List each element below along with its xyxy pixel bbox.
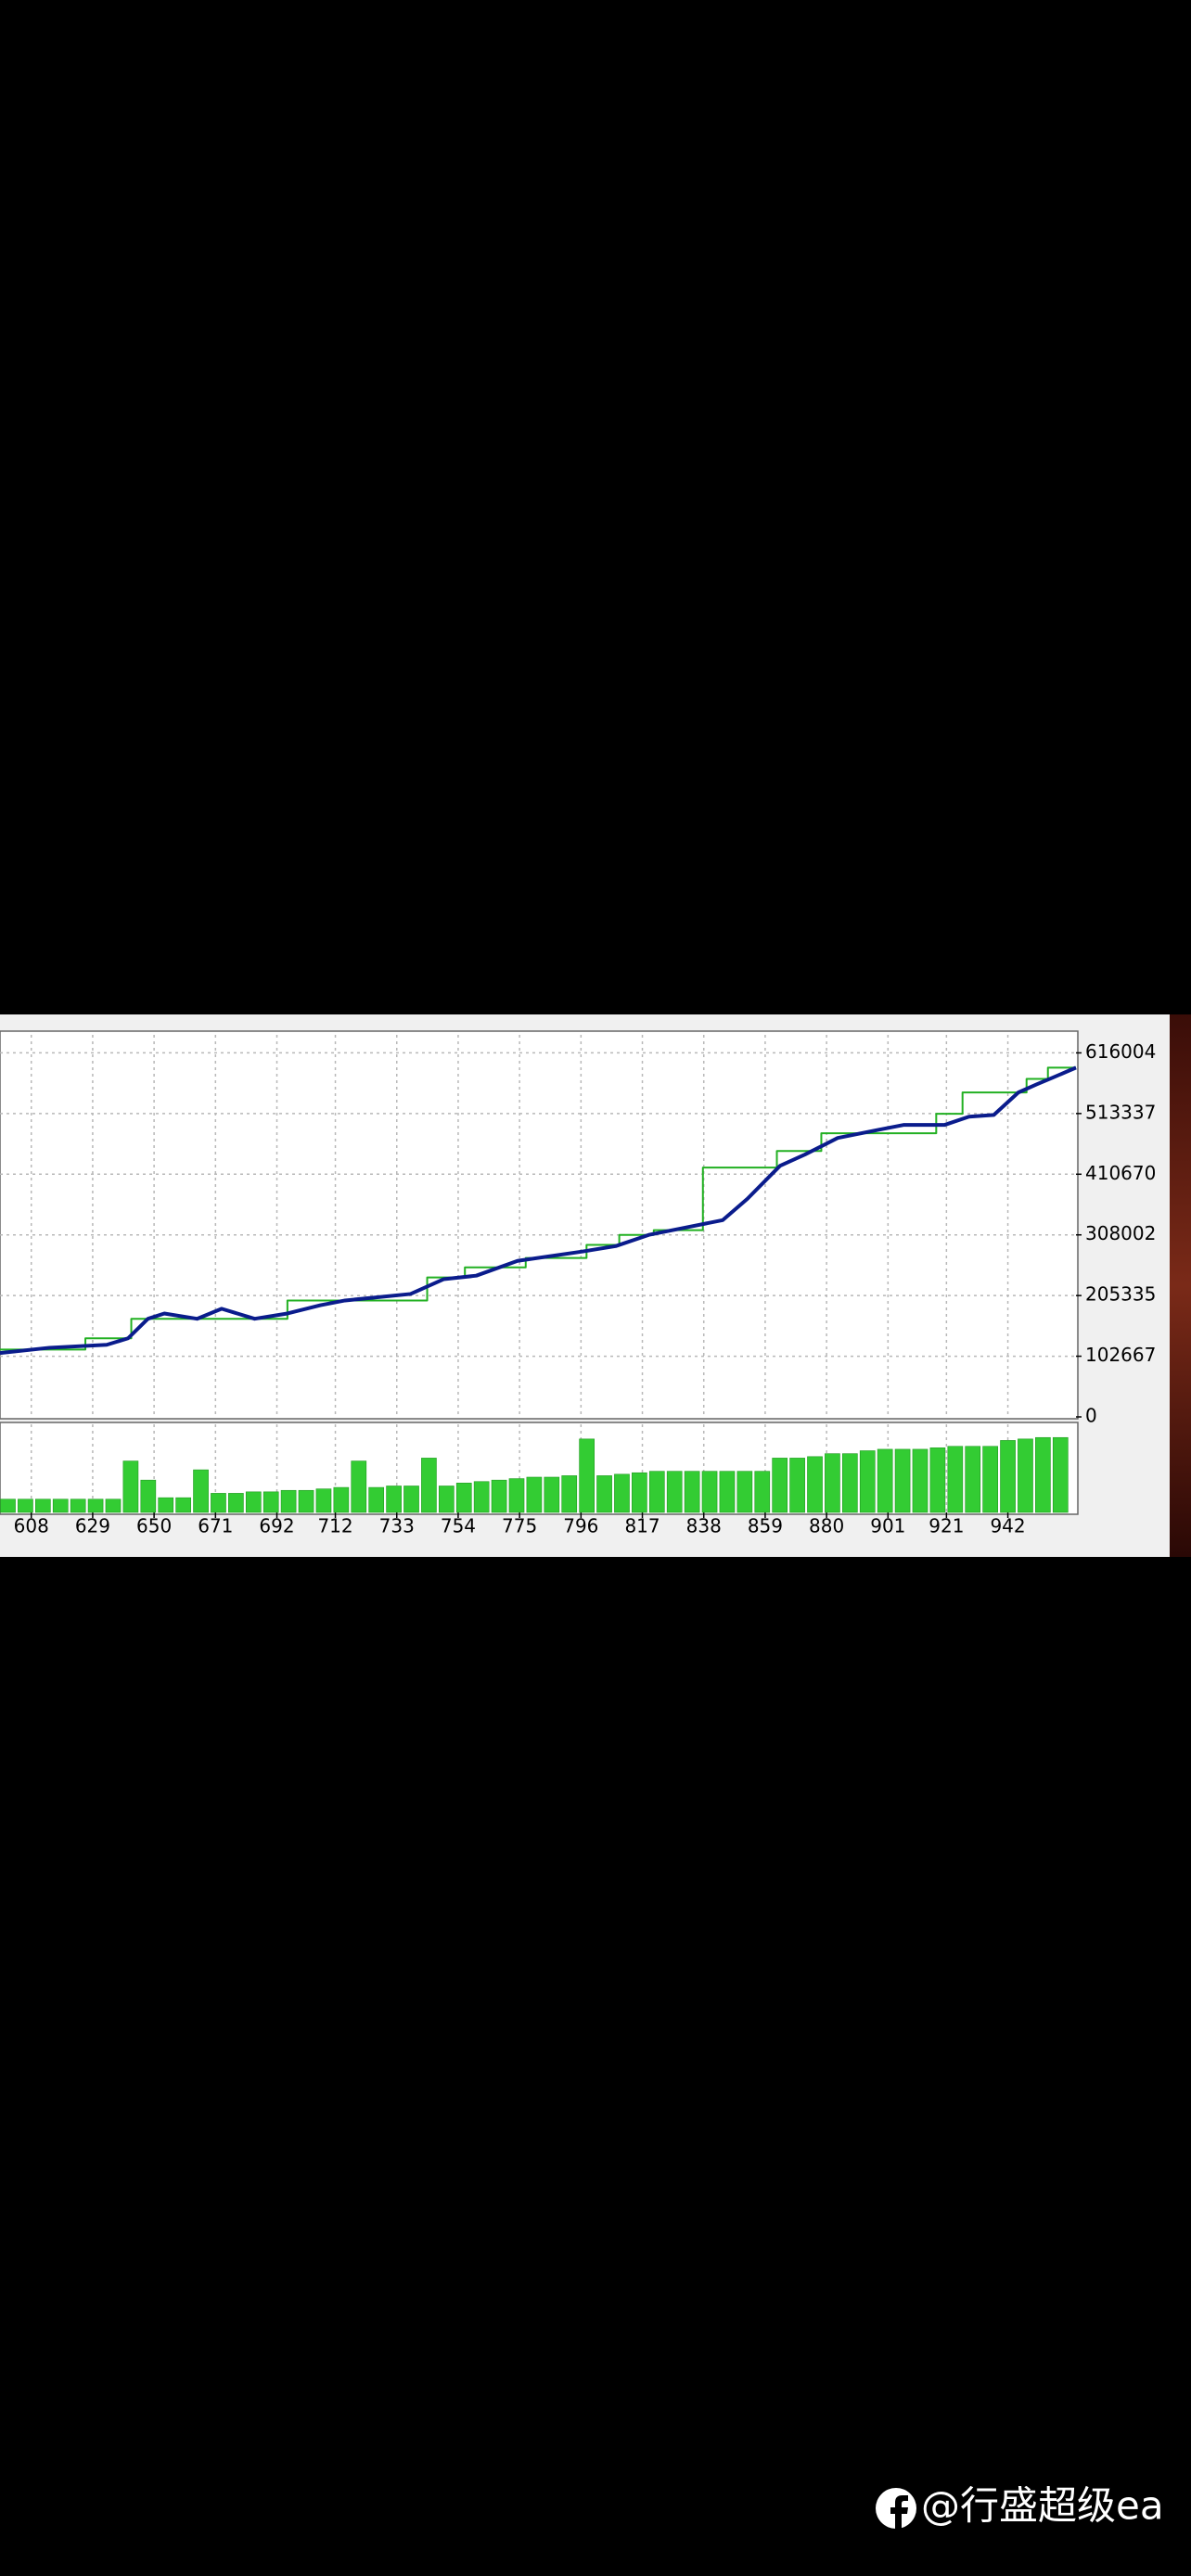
watermark: @行盛超级ea xyxy=(921,2483,1164,2529)
volume-bar xyxy=(632,1472,647,1513)
volume-bar xyxy=(544,1476,560,1513)
volume-bar xyxy=(648,1471,665,1513)
x-tick-label: 775 xyxy=(502,1515,537,1537)
equity-line xyxy=(0,1066,1076,1351)
watermark-icon xyxy=(876,2488,916,2529)
volume-bar xyxy=(245,1491,262,1513)
volume-bar xyxy=(18,1498,33,1513)
volume-bar xyxy=(825,1453,840,1513)
x-tick-label: 692 xyxy=(259,1515,294,1537)
volume-bar xyxy=(894,1448,911,1513)
main-panel xyxy=(0,1030,1079,1420)
volume-bar xyxy=(508,1478,525,1513)
y-tick-label: 205335 xyxy=(1085,1283,1156,1306)
volume-bar xyxy=(596,1475,612,1513)
volume-bar xyxy=(491,1479,507,1513)
volume-bar xyxy=(772,1458,788,1513)
y-tick-label: 0 xyxy=(1085,1405,1097,1427)
x-tick-label: 671 xyxy=(198,1515,233,1537)
volume-bar xyxy=(175,1497,191,1513)
volume-bar xyxy=(912,1448,928,1513)
volume-bar xyxy=(386,1486,402,1513)
x-tick-label: 880 xyxy=(809,1515,844,1537)
x-tick-label: 754 xyxy=(441,1515,476,1537)
volume-bar xyxy=(280,1489,297,1513)
volume-bar xyxy=(982,1446,998,1513)
y-tick-label: 308002 xyxy=(1085,1222,1156,1244)
volume-bar xyxy=(561,1475,578,1513)
volume-bar xyxy=(929,1447,946,1513)
volume-bar xyxy=(877,1448,893,1513)
volume-bar xyxy=(754,1471,771,1513)
volume-bar xyxy=(228,1493,244,1513)
x-tick-label: 608 xyxy=(14,1515,49,1537)
x-tick-label: 901 xyxy=(870,1515,905,1537)
volume-bar xyxy=(719,1471,736,1513)
y-tick-label: 513337 xyxy=(1085,1101,1156,1123)
volume-bar xyxy=(438,1486,455,1513)
volume-bar xyxy=(34,1498,51,1513)
volume-bar xyxy=(614,1473,630,1513)
volume-bar xyxy=(211,1493,226,1513)
y-tick-label: 410670 xyxy=(1085,1162,1156,1184)
volume-bar xyxy=(333,1486,350,1513)
volume-bar xyxy=(368,1486,385,1513)
volume-bar xyxy=(263,1491,279,1513)
volume-bar xyxy=(122,1460,139,1513)
x-tick-label: 796 xyxy=(563,1515,598,1537)
volume-bar xyxy=(947,1446,964,1513)
y-tick-label: 616004 xyxy=(1085,1040,1156,1063)
x-tick-label: 838 xyxy=(686,1515,722,1537)
volume-bar xyxy=(52,1498,69,1513)
x-tick-label: 859 xyxy=(748,1515,783,1537)
volume-bar xyxy=(105,1498,122,1513)
volume-bar xyxy=(701,1471,718,1513)
volume-bar xyxy=(473,1481,490,1513)
x-tick-label: 942 xyxy=(990,1515,1025,1537)
volume-bar xyxy=(298,1489,314,1513)
volume-bar xyxy=(70,1498,86,1513)
volume-bar xyxy=(403,1486,419,1513)
volume-bar xyxy=(526,1476,543,1513)
volume-bar xyxy=(807,1456,823,1513)
volume-bar xyxy=(140,1479,157,1513)
x-tick-label: 650 xyxy=(136,1515,172,1537)
x-tick-label: 921 xyxy=(928,1515,964,1537)
volume-bar xyxy=(789,1458,805,1513)
volume-bar xyxy=(193,1469,209,1513)
volume-bar xyxy=(351,1460,367,1513)
x-tick-label: 712 xyxy=(317,1515,352,1537)
volume-bar xyxy=(684,1471,700,1513)
balance-line xyxy=(0,1065,1077,1356)
volume-bar xyxy=(1018,1438,1033,1513)
volume-bar xyxy=(579,1438,595,1513)
volume-bar xyxy=(158,1497,174,1513)
volume-bar xyxy=(965,1446,981,1513)
volume-bar xyxy=(421,1458,437,1513)
x-tick-label: 733 xyxy=(379,1515,415,1537)
x-tick-label: 817 xyxy=(624,1515,660,1537)
volume-bar xyxy=(736,1471,753,1513)
volume-bar xyxy=(859,1450,876,1513)
side-strip xyxy=(1170,1014,1191,1557)
x-tick-label: 629 xyxy=(75,1515,110,1537)
volume-bar xyxy=(315,1488,332,1513)
volume-bar xyxy=(1052,1436,1069,1513)
volume-bar xyxy=(87,1498,104,1513)
volume-bar xyxy=(1000,1440,1016,1513)
volume-bar xyxy=(666,1471,683,1513)
volume-bar xyxy=(1035,1436,1051,1513)
volume-bar xyxy=(455,1483,472,1513)
y-tick-label: 102667 xyxy=(1085,1344,1156,1366)
volume-bar xyxy=(841,1453,858,1513)
volume-bar xyxy=(0,1498,16,1513)
